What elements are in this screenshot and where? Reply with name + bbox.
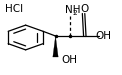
Polygon shape	[53, 36, 58, 57]
Text: NH: NH	[65, 5, 80, 15]
Text: HCl: HCl	[5, 4, 23, 14]
Text: 2: 2	[73, 10, 77, 16]
Text: OH: OH	[61, 55, 77, 65]
Text: OH: OH	[96, 31, 112, 41]
Text: O: O	[81, 4, 89, 14]
